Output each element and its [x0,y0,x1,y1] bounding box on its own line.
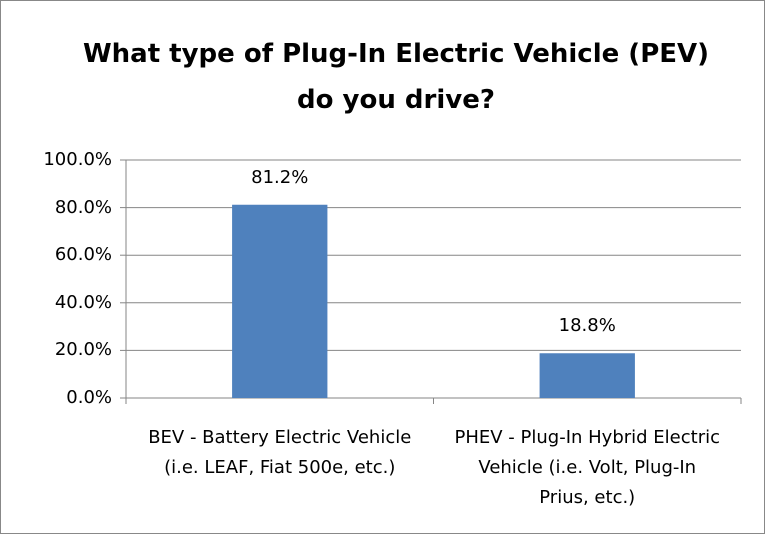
bar [232,204,328,398]
y-tick-label: 80.0% [54,196,112,218]
y-tick-label: 0.0% [66,387,112,408]
bar [539,353,635,398]
data-label: 18.8% [558,315,616,337]
data-label: 81.2% [251,166,309,188]
y-tick-label: 20.0% [54,339,112,361]
y-tick-label: 40.0% [54,291,112,313]
x-tick-label: BEV - Battery Electric Vehicle (i.e. LEA… [148,427,412,478]
y-tick-label: 100.0% [43,149,112,170]
chart-title: What type of Plug-In Electric Vehicle (P… [82,39,710,115]
y-tick-label: 60.0% [54,244,112,266]
x-tick-label: PHEV - Plug-In Hybrid Electric Vehicle (… [454,427,721,508]
